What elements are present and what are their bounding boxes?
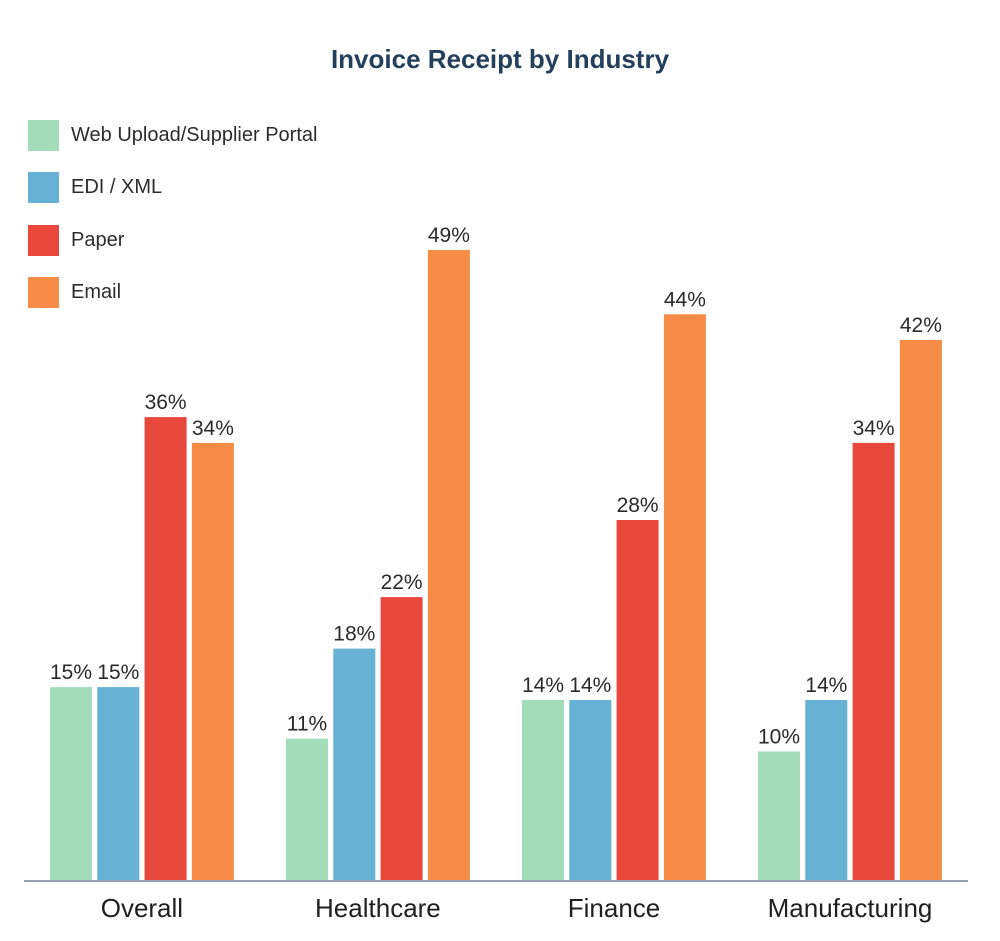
legend: Web Upload/Supplier Portal EDI / XML Pap…	[28, 120, 317, 329]
legend-label-email: Email	[71, 280, 122, 303]
bar-finance-email	[663, 314, 706, 880]
bar-overall-email	[191, 442, 234, 880]
category-label-manufacturing: Manufacturing	[768, 893, 933, 923]
bar-manufacturing-email	[899, 340, 942, 880]
data-label-manufacturing-edi-xml: 14%	[805, 674, 847, 697]
legend-label-paper: Paper	[71, 228, 125, 251]
data-label-manufacturing-paper: 34%	[853, 417, 895, 440]
bar-manufacturing-paper	[852, 442, 895, 880]
bar-healthcare-web-upload-supplier-portal	[286, 738, 328, 880]
legend-swatch-web-upload	[28, 120, 59, 151]
bar-finance-edi-xml	[569, 700, 612, 880]
bar-finance-web-upload-supplier-portal	[522, 700, 564, 880]
data-label-healthcare-email: 49%	[428, 224, 470, 247]
data-label-overall-email: 34%	[192, 417, 234, 440]
legend-item-paper: Paper	[28, 224, 317, 256]
legend-swatch-edi-xml	[28, 172, 59, 204]
chart-title: Invoice Receipt by Industry	[330, 44, 670, 74]
data-label-healthcare-web-upload-supplier-portal: 11%	[287, 713, 327, 736]
data-label-healthcare-edi-xml: 18%	[333, 623, 375, 646]
legend-item-email: Email	[28, 276, 317, 308]
data-label-overall-edi-xml: 15%	[97, 661, 139, 684]
data-label-finance-email: 44%	[664, 288, 706, 311]
bar-overall-edi-xml	[97, 687, 140, 880]
data-label-manufacturing-web-upload-supplier-portal: 10%	[758, 725, 800, 748]
data-label-overall-web-upload-supplier-portal: 15%	[50, 661, 92, 684]
bar-manufacturing-edi-xml	[805, 700, 848, 880]
data-label-manufacturing-email: 42%	[900, 314, 942, 337]
data-label-overall-paper: 36%	[145, 391, 187, 414]
legend-label-web-upload: Web Upload/Supplier Portal	[71, 124, 318, 146]
category-label-overall: Overall	[101, 893, 183, 923]
bar-healthcare-email	[427, 250, 470, 880]
legend-item-edi-xml: EDI / XML	[28, 172, 317, 204]
bar-healthcare-paper	[380, 597, 423, 880]
legend-label-edi-xml: EDI / XML	[71, 176, 163, 199]
data-label-finance-edi-xml: 14%	[569, 674, 611, 697]
category-label-finance: Finance	[568, 893, 661, 923]
bar-overall-paper	[144, 417, 187, 880]
data-label-finance-paper: 28%	[617, 494, 659, 517]
bar-healthcare-edi-xml	[333, 648, 376, 880]
category-label-healthcare: Healthcare	[315, 893, 441, 923]
data-label-healthcare-paper: 22%	[381, 571, 423, 594]
bar-finance-paper	[616, 520, 659, 880]
legend-item-web-upload: Web Upload/Supplier Portal	[28, 120, 317, 151]
legend-swatch-paper	[28, 224, 59, 256]
legend-swatch-email	[28, 276, 59, 308]
data-label-finance-web-upload-supplier-portal: 14%	[522, 674, 564, 697]
bar-manufacturing-web-upload-supplier-portal	[758, 751, 800, 880]
bar-overall-web-upload-supplier-portal	[50, 687, 92, 880]
